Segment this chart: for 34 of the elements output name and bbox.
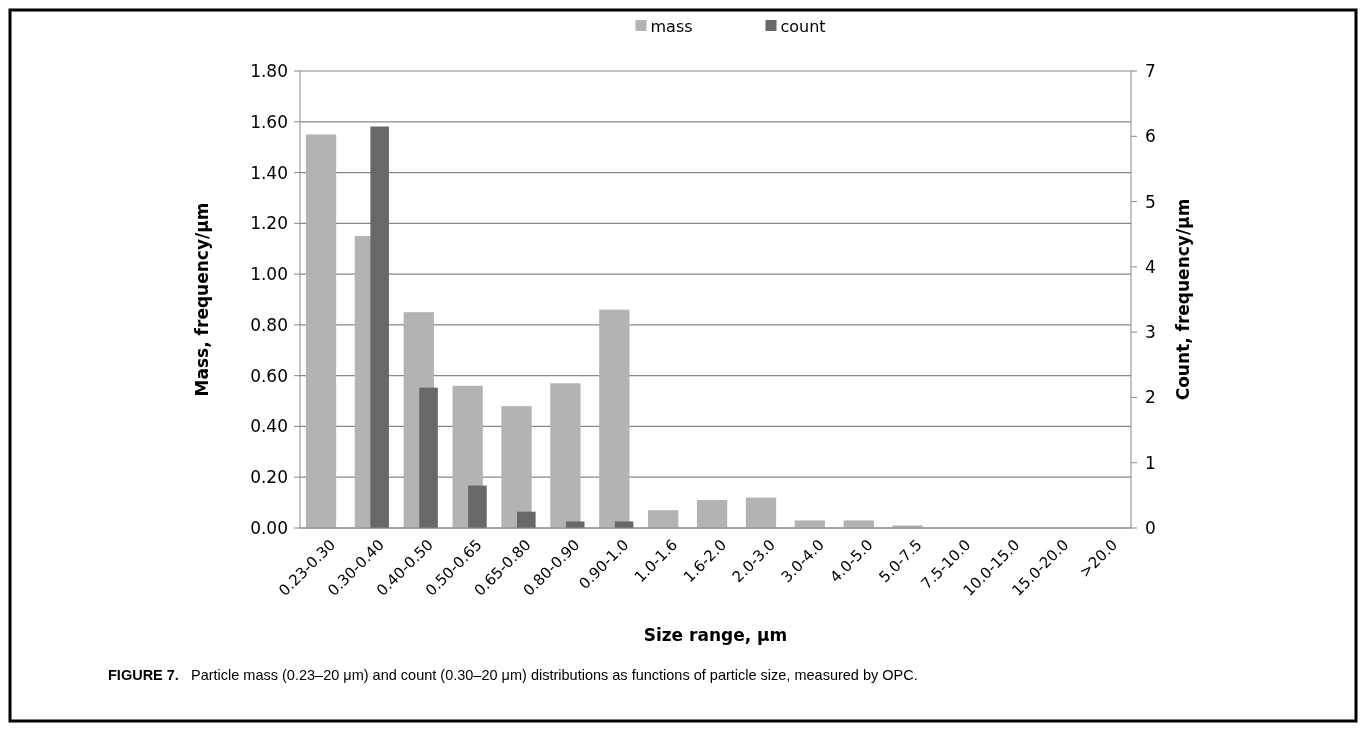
bar: [696, 500, 728, 528]
y2-tick-label: 4: [1145, 256, 1156, 277]
bar: [419, 387, 438, 528]
y-axis-title: Mass, frequency/µm: [192, 202, 212, 397]
bar: [305, 134, 337, 528]
y2-tick-label: 1: [1145, 452, 1156, 473]
bar: [501, 406, 532, 528]
caption: FIGURE 7. Particle mass (0.23–20 μm) and count (0.30–20 μm) distributions as functions of particle size, measured by OPC.: [108, 667, 918, 683]
bar: [843, 520, 874, 528]
bar: [517, 511, 536, 528]
y2-tick-label: 7: [1145, 60, 1156, 81]
y-tick-label: 1.40: [250, 162, 288, 183]
y2-axis-title: Count, frequency/µm: [1173, 198, 1193, 401]
y-tick-label: 1.00: [250, 264, 288, 285]
bar: [648, 510, 679, 528]
y-tick-label: 0.40: [250, 416, 288, 437]
y-tick-label: 1.80: [250, 60, 288, 81]
y-tick-label: 1.20: [250, 213, 288, 234]
y2-tick-label: 0: [1145, 517, 1156, 538]
bar: [468, 485, 487, 528]
x-axis-title: Size range, µm: [643, 625, 788, 645]
y2-tick-label: 5: [1145, 191, 1156, 212]
y-tick-label: 0.80: [250, 314, 288, 335]
legend-label: mass: [650, 16, 693, 36]
y2-tick-label: 2: [1145, 387, 1156, 408]
y-tick-label: 0.60: [250, 365, 288, 386]
y-tick-label: 0.00: [250, 517, 288, 538]
legend-label: count: [780, 16, 826, 36]
y2-tick-label: 6: [1145, 126, 1156, 147]
bar: [794, 520, 825, 528]
y-tick-label: 0.20: [250, 467, 288, 488]
bar: [745, 497, 777, 528]
y2-tick-label: 3: [1145, 322, 1156, 343]
y-tick-label: 1.60: [250, 111, 288, 132]
